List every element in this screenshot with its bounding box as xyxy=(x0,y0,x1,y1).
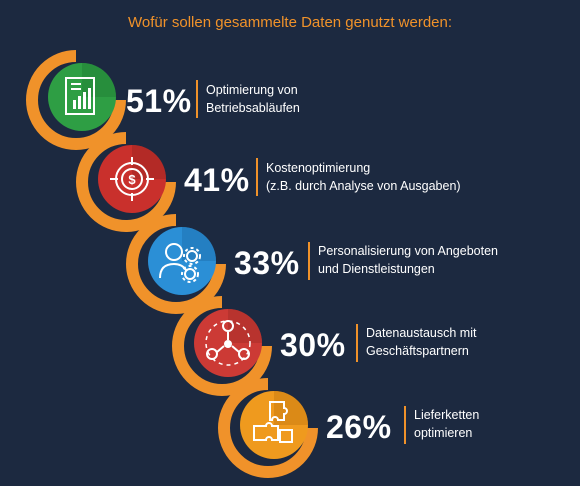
list-item: $ 41% Kostenoptimierung (z.B. durch Anal… xyxy=(76,132,566,232)
label-line: und Dienstleistungen xyxy=(318,262,435,276)
value-label: 30% xyxy=(280,327,346,363)
value-label: 41% xyxy=(184,162,250,198)
user-gears-icon xyxy=(126,214,226,314)
chart-document-icon xyxy=(26,50,126,150)
value-label: 51% xyxy=(126,83,192,119)
divider xyxy=(196,80,198,118)
divider xyxy=(256,158,258,196)
category-label: Lieferketten optimieren xyxy=(414,406,479,442)
category-label: Kostenoptimierung (z.B. durch Analyse vo… xyxy=(266,159,461,195)
divider xyxy=(404,406,406,444)
label-line: Optimierung von xyxy=(206,83,298,97)
list-item: 51% Optimierung von Betriebsabläufen xyxy=(26,50,566,150)
value-label: 33% xyxy=(234,245,300,281)
list-item: 26% Lieferketten optimieren xyxy=(218,378,566,478)
puzzle-icon xyxy=(218,378,318,478)
category-label: Personalisierung von Angeboten und Diens… xyxy=(318,242,498,278)
svg-text:$: $ xyxy=(128,172,136,187)
label-line: Kostenoptimierung xyxy=(266,161,371,175)
label-line: Personalisierung von Angeboten xyxy=(318,244,498,258)
value-label: 26% xyxy=(326,409,392,445)
label-line: Datenaustausch mit xyxy=(366,326,477,340)
chart-title: Wofür sollen gesammelte Daten genutzt we… xyxy=(127,14,453,31)
label-line: Geschäftspartnern xyxy=(366,344,469,358)
dollar-target-icon: $ xyxy=(76,132,176,232)
divider xyxy=(308,242,310,280)
label-line: Lieferketten xyxy=(414,408,480,422)
category-label: Optimierung von Betriebsabläufen xyxy=(206,81,300,117)
network-people-icon xyxy=(172,296,272,396)
label-line: optimieren xyxy=(414,426,473,440)
divider xyxy=(356,324,358,362)
label-line: Betriebsabläufen xyxy=(206,101,300,115)
list-item: 30% Datenaustausch mit Geschäftspartnern xyxy=(172,296,566,396)
label-line: (z.B. durch Analyse von Ausgaben) xyxy=(266,179,461,193)
category-label: Datenaustausch mit Geschäftspartnern xyxy=(366,324,476,360)
list-item: 33% Personalisierung von Angeboten und D… xyxy=(126,214,566,314)
